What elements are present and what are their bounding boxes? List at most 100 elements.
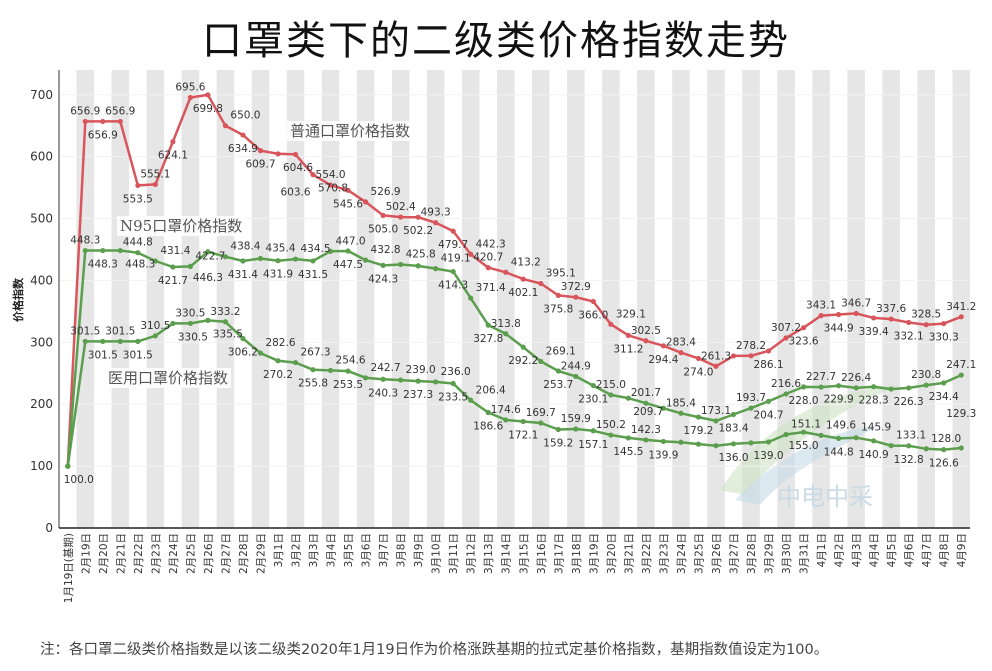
x-tick-label: 4月7日 bbox=[921, 533, 933, 567]
data-label: 216.6 bbox=[771, 378, 801, 390]
data-label: 237.3 bbox=[403, 389, 433, 401]
data-point bbox=[415, 263, 421, 269]
data-label: 330.3 bbox=[929, 332, 959, 344]
data-point bbox=[468, 251, 474, 257]
data-label: 149.6 bbox=[826, 419, 856, 431]
data-point bbox=[590, 428, 596, 434]
data-point bbox=[555, 426, 561, 433]
data-point bbox=[853, 385, 859, 391]
data-label: 699.8 bbox=[193, 103, 223, 115]
data-label: 307.2 bbox=[771, 322, 801, 334]
data-label: 424.3 bbox=[368, 273, 398, 285]
background-band bbox=[707, 70, 725, 528]
data-label: 228.3 bbox=[859, 395, 889, 407]
data-label: 553.5 bbox=[123, 193, 153, 205]
data-label: 128.0 bbox=[931, 433, 961, 445]
data-point bbox=[485, 322, 491, 328]
data-label: 173.1 bbox=[701, 405, 731, 417]
data-point bbox=[818, 384, 824, 390]
data-label: 286.1 bbox=[753, 359, 783, 371]
data-label: 419.1 bbox=[441, 253, 471, 265]
data-label: 239.0 bbox=[406, 364, 436, 376]
data-point bbox=[538, 280, 544, 287]
data-label: 650.0 bbox=[230, 110, 260, 122]
y-tick-label: 700 bbox=[30, 88, 53, 102]
data-point bbox=[573, 294, 579, 300]
data-label: 479.7 bbox=[438, 239, 468, 251]
series-label: N95口罩价格指数 bbox=[120, 217, 242, 235]
data-point bbox=[538, 358, 544, 365]
data-label: 270.2 bbox=[263, 369, 293, 381]
data-label: 228.0 bbox=[789, 395, 819, 407]
data-point bbox=[555, 368, 561, 374]
data-point bbox=[362, 199, 369, 205]
x-tick-label: 2月22日 bbox=[133, 533, 145, 574]
x-tick-label: 4月6日 bbox=[904, 533, 916, 567]
inline-label-bg bbox=[105, 368, 232, 388]
data-point bbox=[170, 139, 176, 145]
y-tick-label: 100 bbox=[30, 459, 53, 473]
data-label: 413.2 bbox=[511, 256, 541, 268]
data-label: 234.4 bbox=[929, 391, 959, 403]
data-label: 139.0 bbox=[753, 450, 783, 462]
data-label: 236.0 bbox=[441, 366, 471, 378]
data-label: 244.9 bbox=[561, 360, 591, 372]
data-label: 301.5 bbox=[105, 325, 135, 337]
data-point bbox=[520, 344, 526, 350]
data-point bbox=[783, 335, 789, 341]
data-label: 145.9 bbox=[861, 422, 891, 434]
data-label: 339.4 bbox=[859, 326, 889, 338]
data-label: 327.8 bbox=[473, 333, 503, 345]
data-label: 261.3 bbox=[701, 350, 731, 362]
data-point bbox=[730, 411, 737, 418]
data-label: 186.6 bbox=[473, 421, 503, 433]
watermark-text: 中电中采 bbox=[777, 483, 873, 511]
data-point bbox=[906, 319, 912, 326]
data-label: 502.4 bbox=[386, 201, 416, 213]
data-label: 302.5 bbox=[631, 325, 661, 337]
data-label: 502.2 bbox=[403, 225, 433, 237]
data-point bbox=[117, 247, 123, 254]
data-point bbox=[468, 295, 474, 301]
background-band bbox=[847, 70, 865, 528]
data-point bbox=[187, 320, 193, 327]
data-label: 254.6 bbox=[336, 354, 366, 366]
background-band bbox=[286, 70, 305, 528]
data-label: 448.3 bbox=[125, 259, 155, 271]
data-point bbox=[100, 338, 106, 344]
x-tick-label: 3月12日 bbox=[466, 533, 478, 574]
data-label: 247.1 bbox=[946, 359, 976, 371]
footnote: 注：各口罩二级类价格指数是以该二级类2020年1月19日作为价格涨跌基期的拉式定… bbox=[40, 642, 829, 658]
data-point bbox=[310, 172, 316, 178]
data-label: 226.4 bbox=[841, 372, 871, 384]
data-point bbox=[327, 248, 334, 254]
background-band bbox=[917, 70, 935, 528]
y-tick-label: 0 bbox=[45, 521, 53, 535]
data-label: 656.9 bbox=[70, 105, 100, 117]
data-point bbox=[503, 269, 509, 275]
data-point bbox=[345, 368, 351, 374]
data-label: 438.4 bbox=[230, 241, 260, 253]
data-point bbox=[818, 432, 824, 439]
data-point bbox=[730, 353, 737, 359]
data-point bbox=[450, 228, 456, 234]
data-label: 174.6 bbox=[491, 404, 521, 416]
data-point bbox=[240, 335, 246, 342]
data-label: 444.8 bbox=[123, 237, 153, 249]
data-label: 129.3 bbox=[946, 408, 976, 420]
data-label: 422.7 bbox=[195, 250, 225, 262]
x-tick-label: 3月21日 bbox=[623, 533, 635, 574]
data-point bbox=[660, 405, 667, 411]
data-label: 570.8 bbox=[318, 183, 348, 195]
y-tick-label: 500 bbox=[30, 212, 53, 226]
data-label: 253.7 bbox=[543, 379, 573, 391]
data-point bbox=[362, 257, 369, 263]
x-tick-label: 2月27日 bbox=[220, 533, 232, 574]
data-label: 136.0 bbox=[718, 452, 748, 464]
data-label: 159.2 bbox=[543, 437, 573, 449]
data-label: 432.8 bbox=[371, 244, 401, 256]
data-label: 172.1 bbox=[508, 429, 538, 441]
data-point bbox=[871, 315, 877, 321]
data-label: 447.0 bbox=[336, 235, 366, 247]
series-line bbox=[66, 319, 962, 467]
